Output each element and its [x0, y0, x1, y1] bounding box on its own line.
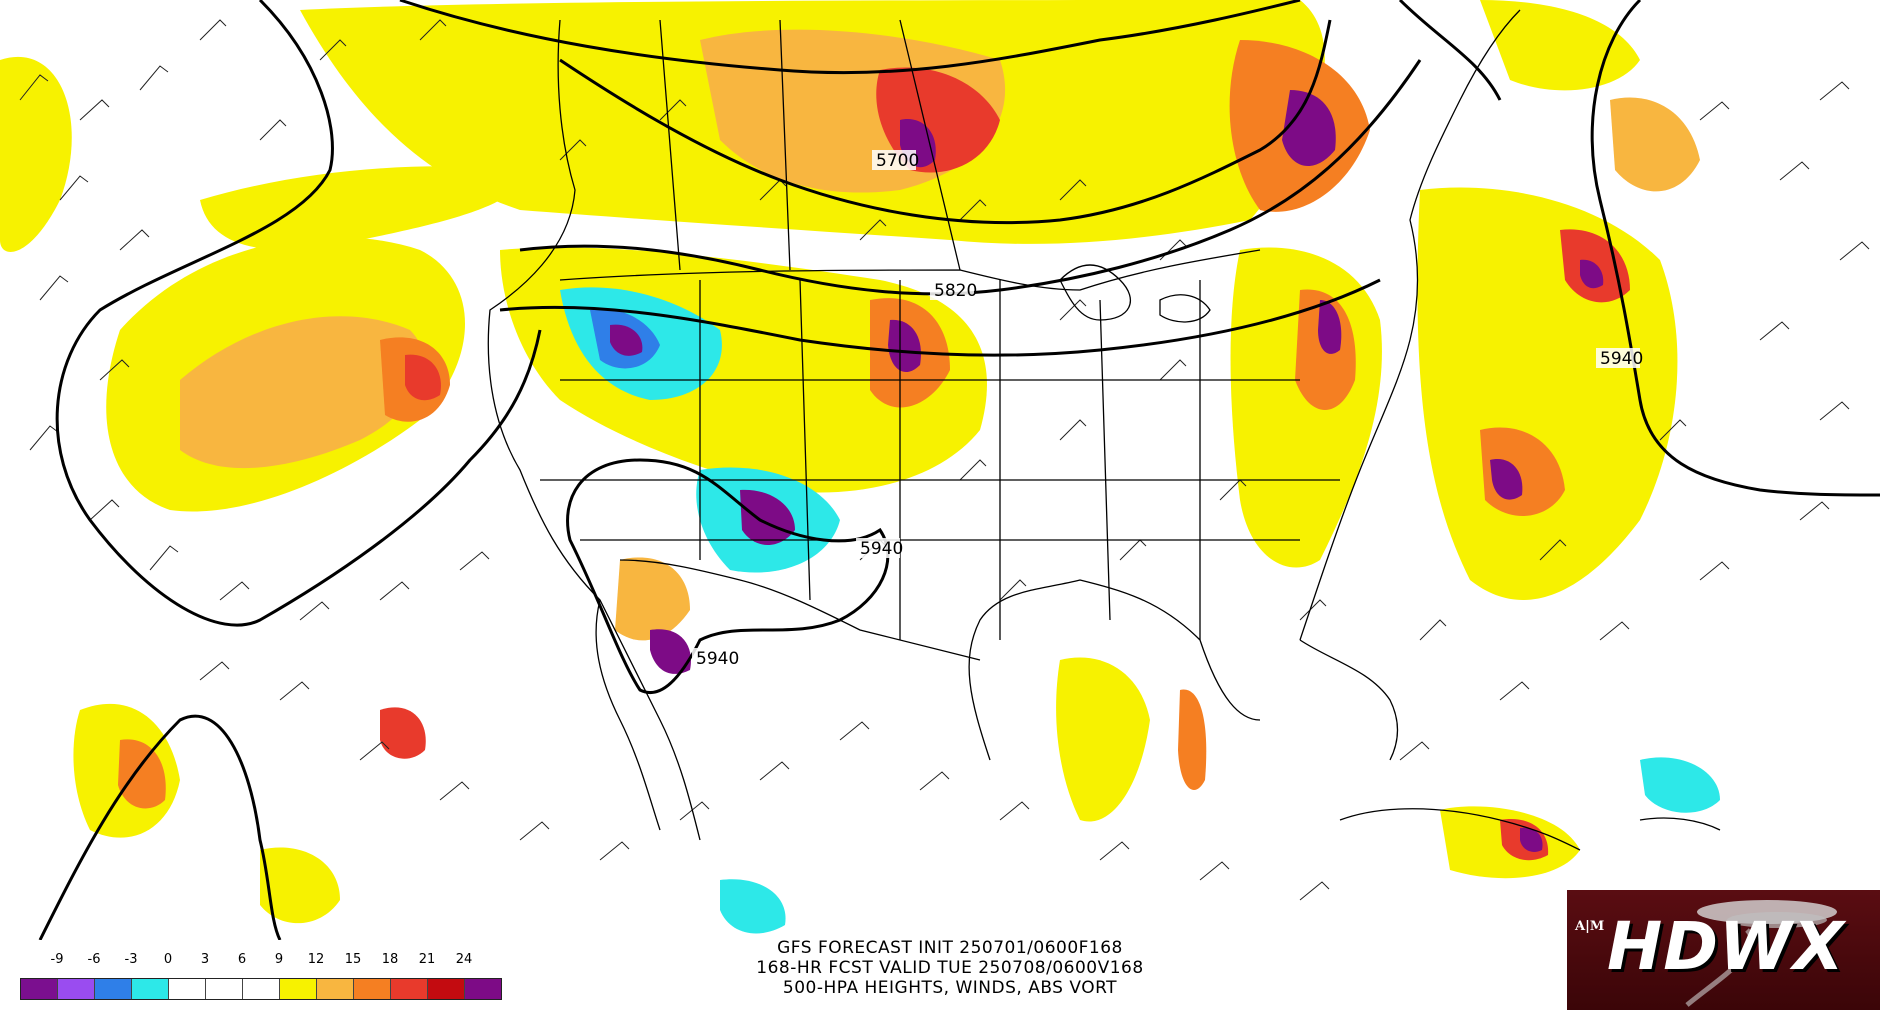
caption-line-valid: 168-HR FCST VALID TUE 250708/0600V168 — [756, 958, 1144, 978]
contour-label-5940-plains: 5940 — [860, 539, 903, 559]
colorbar-swatch — [317, 979, 354, 999]
contour-label-5700: 5700 — [876, 151, 919, 171]
colorbar-swatch — [465, 979, 501, 999]
colorbar-label: 15 — [344, 952, 362, 967]
contour-labels: 5700 5820 5940 5940 5940 — [692, 150, 1643, 669]
colorbar-label: 24 — [455, 952, 473, 967]
map-boundaries — [487, 9, 1721, 851]
caption-line-field: 500-HPA HEIGHTS, WINDS, ABS VORT — [782, 978, 1118, 998]
colorbar-label: -6 — [87, 952, 101, 967]
colorbar: -9 -6 -3 0 3 6 9 12 15 18 21 24 — [20, 952, 540, 1002]
colorbar-swatch — [58, 979, 95, 999]
contour-label-5940-atlantic: 5940 — [1600, 349, 1643, 369]
storm-graphic-icon — [1685, 900, 1837, 1007]
colorbar-label: -9 — [50, 952, 64, 967]
colorbar-label: 6 — [237, 952, 247, 967]
caption-line-init: GFS FORECAST INIT 250701/0600F168 — [777, 938, 1123, 958]
colorbar-swatch — [21, 979, 58, 999]
colorbar-swatch — [206, 979, 243, 999]
colorbar-label: 3 — [200, 952, 210, 967]
colorbar-label: 21 — [418, 952, 436, 967]
colorbar-label: 18 — [381, 952, 399, 967]
hdwx-logo: A|M HDWX — [1567, 890, 1880, 1010]
colorbar-swatch — [132, 979, 169, 999]
colorbar-label: 9 — [274, 952, 284, 967]
atm-logo-mark: A|M — [1575, 919, 1605, 934]
colorbar-swatch — [169, 979, 206, 999]
colorbar-label: 12 — [307, 952, 325, 967]
colorbar-swatch — [95, 979, 132, 999]
height-contours — [38, 0, 1880, 940]
colorbar-label: 0 — [163, 952, 173, 967]
vorticity-shading — [0, 0, 1720, 934]
colorbar-swatch — [243, 979, 280, 999]
hdwx-logo-text: HDWX — [1607, 908, 1845, 985]
colorbar-swatches — [20, 978, 502, 1000]
colorbar-swatch — [428, 979, 465, 999]
map-caption: GFS FORECAST INIT 250701/0600F168 168-HR… — [600, 938, 1300, 998]
colorbar-swatch — [391, 979, 428, 999]
weather-map: 5700 5820 5940 5940 5940 — [0, 0, 1880, 940]
contour-label-5820: 5820 — [934, 281, 977, 301]
colorbar-swatch — [354, 979, 391, 999]
contour-label-5940-mexico: 5940 — [696, 649, 739, 669]
colorbar-label: -3 — [124, 952, 138, 967]
colorbar-swatch — [280, 979, 317, 999]
